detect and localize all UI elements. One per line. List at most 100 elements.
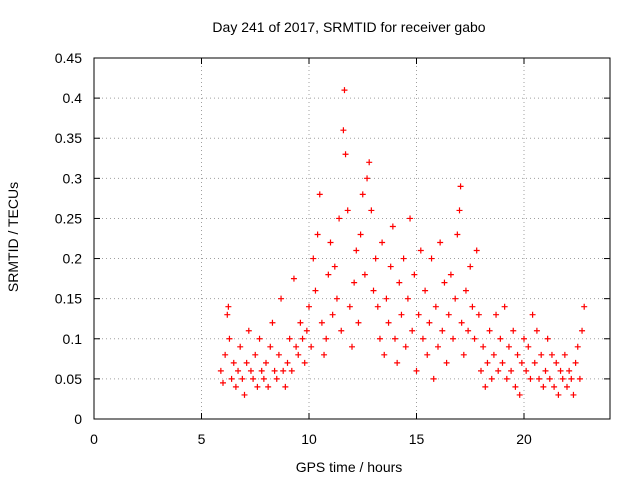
data-point [544,335,551,342]
data-point [265,383,272,390]
data-point [258,367,265,374]
data-point [454,231,461,238]
data-point [310,255,317,262]
y-tick-label: 0.15 [55,291,82,307]
data-point [460,351,467,358]
data-point [430,375,437,382]
data-point [557,367,564,374]
y-tick-label: 0.45 [55,50,82,66]
data-point [230,359,237,366]
data-point [222,351,229,358]
data-point [297,319,304,326]
y-tick-label: 0.35 [55,130,82,146]
data-point [478,367,484,374]
data-point [570,391,577,398]
data-point [271,367,278,374]
data-point [493,311,500,318]
y-axis-label: SRMTID / TECUs [5,182,21,292]
data-point [514,351,521,358]
data-point [323,335,330,342]
data-point [321,351,328,358]
data-point [241,391,248,398]
data-point [357,231,364,238]
data-point [473,247,480,254]
data-point [450,335,457,342]
data-point [368,207,375,214]
data-point [456,207,463,214]
data-point [505,343,512,350]
data-point [540,383,547,390]
data-point [220,379,226,386]
data-point [217,367,224,374]
data-point [426,319,433,326]
data-point [574,343,581,350]
data-point [419,335,426,342]
y-tick-label: 0 [74,411,82,427]
data-point [484,359,491,366]
data-point [383,295,390,302]
data-point [435,343,441,350]
data-point [392,335,398,342]
data-point [447,271,454,278]
data-point [546,375,553,382]
data-point [361,271,368,278]
data-point [260,375,267,382]
data-point [329,311,336,318]
data-point [469,303,476,310]
data-point [538,351,545,358]
data-point [501,303,508,310]
data-point [553,359,560,366]
data-point [527,375,534,382]
data-point [523,367,530,374]
data-point [387,263,394,270]
data-point [314,231,321,238]
x-tick-label: 20 [516,431,532,447]
data-point [471,335,478,342]
data-point [398,311,405,318]
data-point [299,335,306,342]
data-point [316,191,323,198]
data-point [503,375,510,382]
data-point [551,383,558,390]
data-point [250,375,257,382]
data-point [225,303,232,310]
data-point [273,375,280,382]
x-tick-label: 5 [198,431,206,447]
data-point [353,247,360,254]
data-point [333,295,340,302]
data-point [355,319,362,326]
data-point [457,183,464,190]
data-point [424,351,431,358]
data-point [290,275,297,282]
data-point [372,255,379,262]
data-point [325,271,332,278]
data-point [559,375,566,382]
data-point [364,175,371,182]
y-tick-label: 0.4 [63,90,83,106]
data-point [282,383,289,390]
data-point [497,335,504,342]
data-point [327,239,334,246]
y-tick-label: 0.2 [63,251,83,267]
data-point [389,223,396,230]
data-point [542,367,549,374]
data-point [439,327,446,334]
data-point [521,335,527,342]
grid-lines [93,57,610,420]
y-tick-label: 0.1 [63,331,83,347]
data-point [275,351,282,358]
data-point [243,359,250,366]
data-point [267,343,274,350]
data-point [555,391,562,398]
data-point [376,335,383,342]
data-point [235,367,242,374]
data-point [499,359,506,366]
data-point [359,191,366,198]
data-point [529,311,536,318]
data-point [293,343,300,350]
chart-title: Day 241 of 2017, SRMTID for receiver gab… [212,19,485,35]
data-point [508,367,515,374]
data-point [518,359,525,366]
data-point [344,207,351,214]
data-point [254,383,261,390]
